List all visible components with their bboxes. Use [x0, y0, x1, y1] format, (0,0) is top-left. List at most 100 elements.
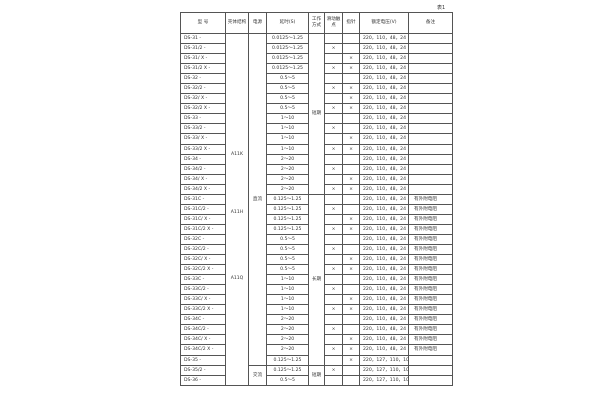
note-cell: 有外附电阻 [408, 344, 453, 356]
delay-cell: 2～20 [266, 153, 309, 165]
delay-cell: 1～10 [266, 143, 309, 155]
shell-label: A11Q [230, 276, 244, 282]
model-cell: DS-32C/2 - [180, 243, 226, 256]
model-cell: DS-34/2 X - [180, 183, 226, 195]
shell-cell: A11K A11H A11Q [225, 33, 249, 386]
note-cell [408, 93, 453, 105]
delay-cell: 0.125～1.25 [266, 193, 309, 205]
pointer-cell: × [342, 334, 360, 346]
pointer-cell [342, 233, 360, 245]
pointer-cell: × [342, 294, 360, 306]
slide-contact-cell [324, 374, 343, 386]
pointer-cell [342, 284, 360, 296]
pointer-cell: × [342, 63, 360, 75]
power-cell-ac: 交流 [248, 364, 267, 386]
delay-cell: 1～10 [266, 284, 309, 296]
pointer-cell: × [342, 103, 360, 115]
note-cell [408, 113, 453, 125]
table-row: DS-31 - A11K A11H A11Q 直流 0.0125～1.25 短期 220，11… [180, 32, 453, 386]
voltage-cell: 220，110，48，24 [359, 63, 409, 75]
pointer-cell: × [342, 133, 360, 145]
delay-cell: 0.5～5 [266, 83, 309, 95]
model-cell: DS-31C/2 - [180, 203, 226, 215]
model-cell: DS-34C - [180, 314, 226, 326]
pointer-cell [342, 364, 360, 376]
slide-contact-cell: × [324, 123, 343, 135]
voltage-cell: 220，110，48，24 [359, 133, 409, 145]
note-cell: 有外附电阻 [408, 304, 453, 316]
pointer-cell [342, 274, 360, 286]
pointer-cell: × [342, 53, 360, 65]
voltage-cell: 220，127，110，100 [359, 354, 409, 366]
mode-cell-long: 长期 [308, 193, 325, 366]
pointer-cell [342, 203, 360, 215]
slide-contact-cell: × [324, 324, 343, 336]
pointer-cell [342, 314, 360, 326]
table-row: DS-32/2 X -0.5～5 × × 220，110，48，24 [180, 103, 453, 115]
model-cell: DS-35/2 - [180, 364, 226, 376]
slide-contact-cell [324, 254, 343, 266]
model-cell: DS-33C/2 - [180, 284, 226, 296]
delay-cell: 0.5～5 [266, 254, 309, 266]
delay-cell: 0.5～5 [266, 103, 309, 115]
pointer-cell: × [342, 93, 360, 105]
voltage-cell: 220，110，48，24 [359, 93, 409, 105]
note-cell: 有外附电阻 [408, 213, 453, 225]
note-cell [408, 354, 453, 366]
table-row: DS-31/2 - 0.0125～1.25 × 220，110，48，24 [180, 43, 453, 55]
delay-cell: 0.125～1.25 [266, 223, 309, 235]
pointer-cell: × [342, 223, 360, 235]
note-cell [408, 53, 453, 65]
note-cell [408, 103, 453, 115]
header-sign: 指针 [342, 12, 360, 34]
pointer-cell [342, 374, 360, 386]
shell-label: A11H [230, 209, 244, 215]
voltage-cell: 220，110，48，24 [359, 43, 409, 55]
model-cell: DS-31/2 X - [180, 63, 226, 75]
slide-contact-cell: × [324, 43, 343, 55]
table-row: DS-34/2 - 2～20 × 220，110，48，24 [180, 163, 453, 175]
model-cell: DS-36 - [180, 374, 226, 386]
delay-cell: 1～10 [266, 133, 309, 145]
slide-contact-cell [324, 173, 343, 185]
voltage-cell: 220，110，48，24 [359, 32, 409, 45]
delay-cell: 0.0125～1.25 [266, 53, 309, 65]
pointer-cell [342, 32, 360, 45]
table-row: DS-33 - 1～10 220，110，48，24 [180, 113, 453, 125]
model-cell: DS-32 - [180, 73, 226, 85]
model-cell: DS-31C - [180, 193, 226, 205]
slide-contact-cell: × [324, 143, 343, 155]
voltage-cell: 220，110，48，24 [359, 344, 409, 356]
delay-cell: 0.5～5 [266, 264, 309, 276]
note-cell: 有外附电阻 [408, 324, 453, 336]
voltage-cell: 220，110，48，24 [359, 203, 409, 215]
pointer-cell: × [342, 173, 360, 185]
slide-contact-cell [324, 233, 343, 245]
pointer-cell [342, 43, 360, 55]
pointer-cell [342, 163, 360, 175]
slide-contact-cell: × [324, 223, 343, 235]
delay-cell: 0.0125～1.25 [266, 63, 309, 75]
note-cell [408, 183, 453, 195]
model-cell: DS-31C/ X - [180, 213, 226, 225]
model-cell: DS-34/2 - [180, 163, 226, 175]
note-cell [408, 123, 453, 135]
delay-cell: 0.125～1.25 [266, 354, 309, 366]
table-caption: 表1 [437, 5, 446, 11]
note-cell: 有外附电阻 [408, 243, 453, 256]
model-cell: DS-35 - [180, 354, 226, 366]
table-row: DS-34/2 X -2～20 × × 220，110，48，24 [180, 183, 453, 195]
pointer-cell [342, 243, 360, 256]
voltage-cell: 220，127，110，100 [359, 364, 409, 376]
table-row: DS-32C/2 X -0.5～5 × × 220，110，48，24 有外附电阻 [180, 264, 453, 276]
note-cell [408, 83, 453, 95]
mode-cell-short: 短期 [308, 33, 325, 195]
voltage-cell: 220，110，48，24 [359, 163, 409, 175]
table-row: DS-31/2 X -0.0125～1.25 × × 220，110，48，24 [180, 63, 453, 75]
note-cell [408, 133, 453, 145]
header-row: 型 号 壳体结构 电源 延时(S) 工作方式 滑动触点 指针 额定电压(V) 备… [180, 12, 453, 34]
voltage-cell: 220，110，48，24 [359, 53, 409, 65]
slide-contact-cell [324, 314, 343, 326]
shell-label: A11K [230, 151, 243, 157]
model-cell: DS-33/2 - [180, 123, 226, 135]
